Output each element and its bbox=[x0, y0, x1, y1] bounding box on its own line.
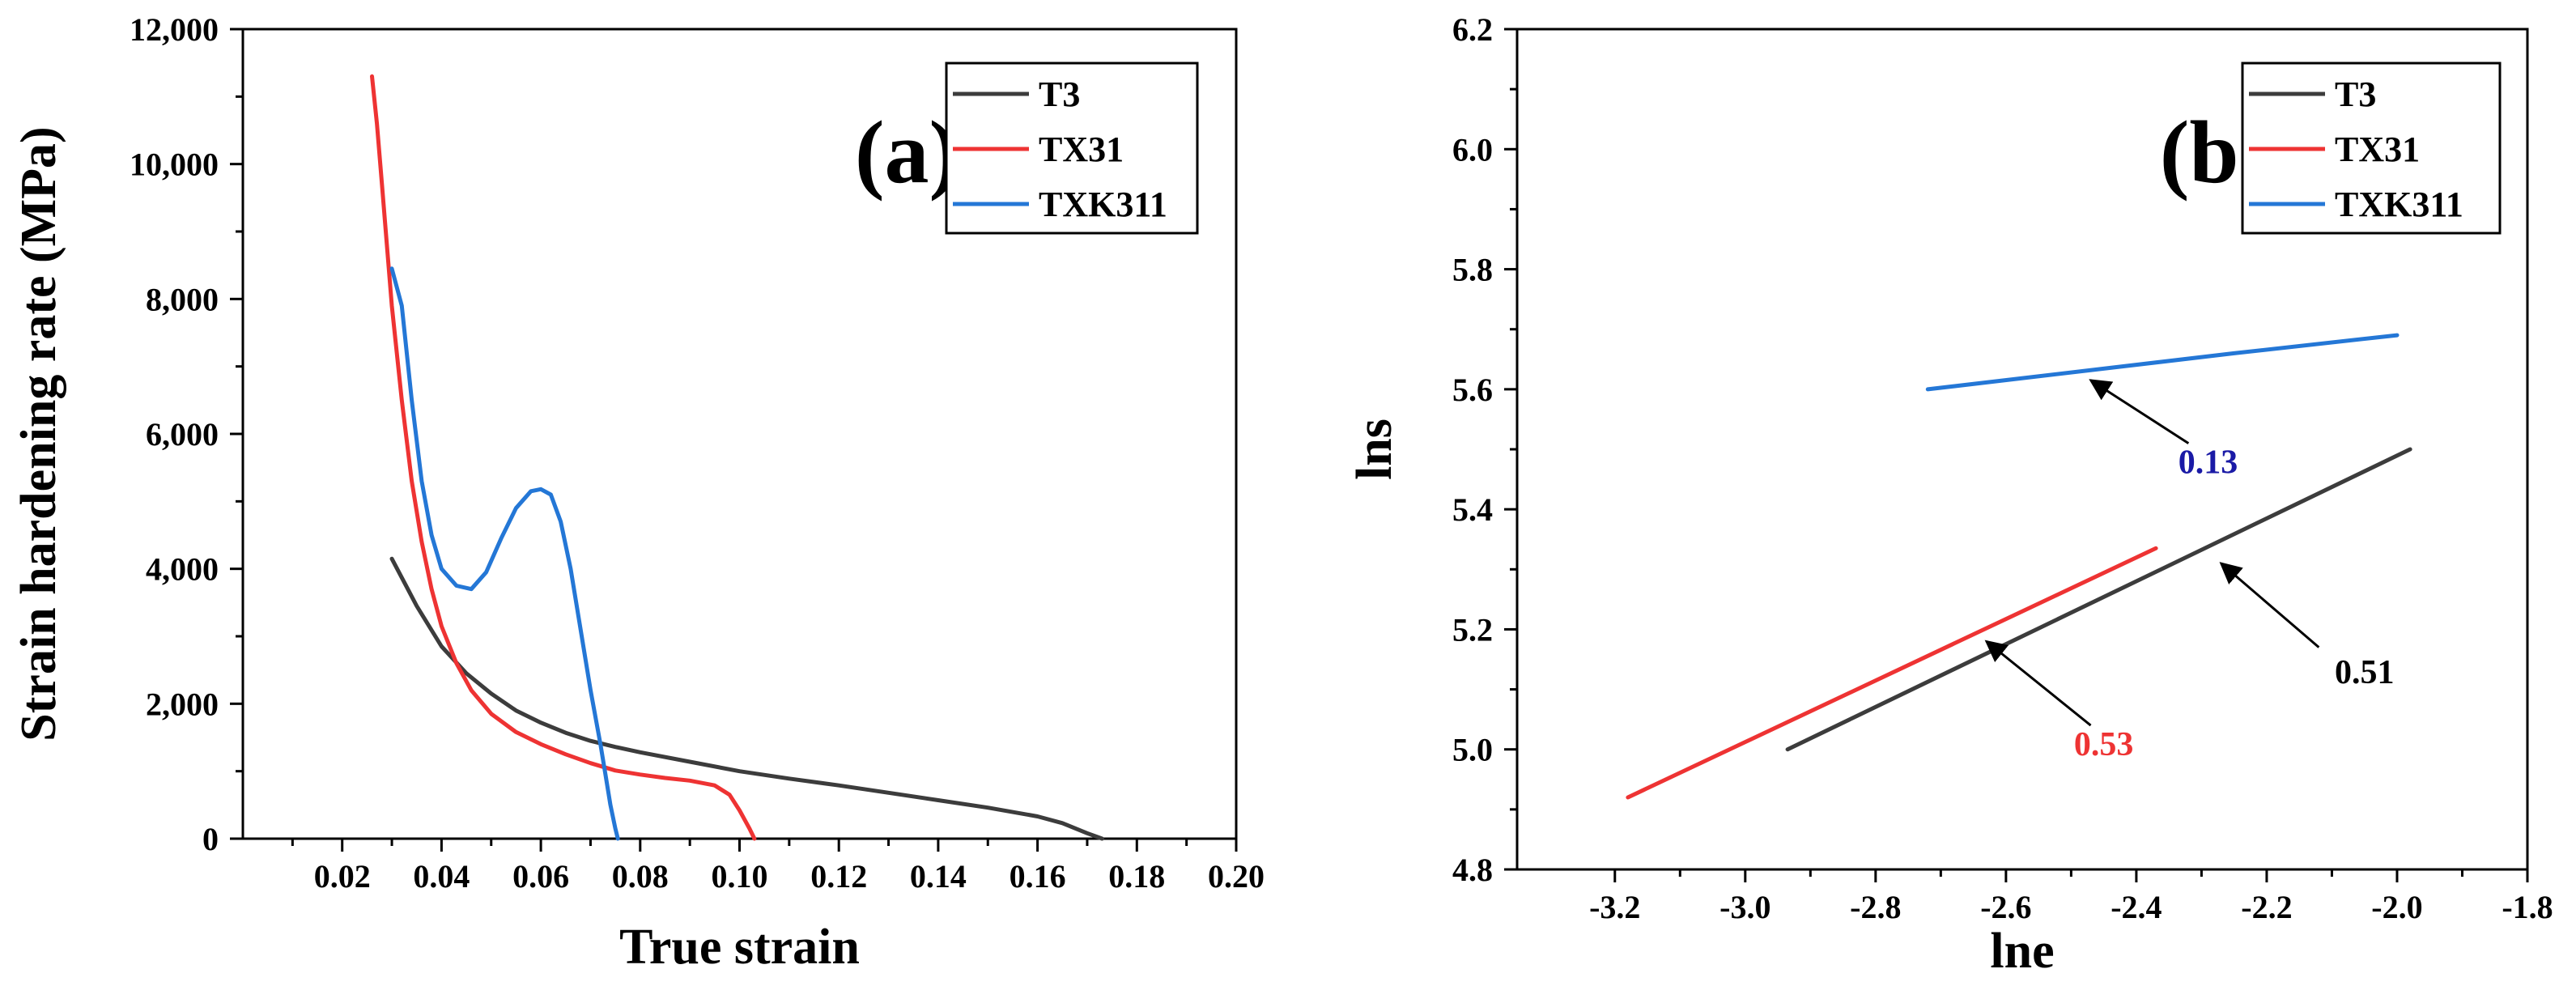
x-tick-label: 0.10 bbox=[712, 858, 768, 895]
x-tick-label: 0.06 bbox=[512, 858, 569, 895]
annotation-arrow bbox=[1984, 640, 2092, 727]
annotation-label: 0.13 bbox=[2179, 444, 2238, 482]
series-line-tx31 bbox=[1626, 546, 2158, 800]
y-tick-label: 5.6 bbox=[1452, 372, 1493, 408]
x-tick-label: 0.20 bbox=[1208, 858, 1265, 895]
legend-label-t3: T3 bbox=[1039, 74, 1080, 114]
annotation-label: 0.51 bbox=[2335, 654, 2395, 691]
chart-panel-b: -3.2 -3.0 -2.8 -2.6 -2.4 -2.2 -2.0 -1.8 4.8 5.0 5.… bbox=[1347, 11, 2553, 979]
y-tick-label: 5.4 bbox=[1452, 491, 1493, 528]
legend: T3 TX31 TXK311 bbox=[2241, 62, 2502, 235]
x-tick-label: 0.02 bbox=[314, 858, 371, 895]
x-tick-label: 0.16 bbox=[1010, 858, 1066, 895]
series-line-txk311 bbox=[1925, 333, 2400, 392]
x-tick-label: 0.18 bbox=[1108, 858, 1165, 895]
y-tick-label: 6,000 bbox=[146, 416, 219, 453]
series-line-txk311 bbox=[389, 266, 620, 841]
y-tick-label: 6.2 bbox=[1452, 11, 1493, 48]
y-tick-label: 4,000 bbox=[146, 551, 219, 588]
annotation-arrow bbox=[2089, 379, 2190, 444]
y-tick-label: 10,000 bbox=[130, 147, 219, 183]
x-tick-label: -2.4 bbox=[2111, 889, 2162, 925]
y-tick-label: 2,000 bbox=[146, 686, 219, 722]
x-tick-label: -2.0 bbox=[2371, 889, 2422, 925]
y-tick-label: 5.0 bbox=[1452, 732, 1493, 768]
series-line-t3 bbox=[389, 556, 1104, 841]
panel-label: (a) bbox=[855, 103, 959, 202]
legend-label-txk311: TXK311 bbox=[1039, 185, 1167, 224]
x-tick-label: 0.14 bbox=[910, 858, 967, 895]
x-tick-label: -2.6 bbox=[1980, 889, 2031, 925]
legend-label-txk311: TXK311 bbox=[2335, 185, 2463, 224]
legend-label-t3: T3 bbox=[2335, 74, 2376, 114]
series-line-t3 bbox=[1785, 447, 2412, 752]
x-tick-label: -3.2 bbox=[1589, 889, 1640, 925]
x-tick-label: -2.8 bbox=[1850, 889, 1901, 925]
x-axis-title: True strain bbox=[619, 920, 860, 975]
x-tick-label: -3.0 bbox=[1719, 889, 1770, 925]
y-tick-label: 8,000 bbox=[146, 281, 219, 317]
annotation-label: 0.53 bbox=[2074, 726, 2134, 763]
y-tick-label: 5.8 bbox=[1452, 252, 1493, 288]
x-tick-label: 0.12 bbox=[810, 858, 867, 895]
chart-panel-a: 0.02 0.04 0.06 0.08 0.10 0.12 0.14 0.16 0.18 0.20… bbox=[11, 11, 1265, 975]
y-axis-title: Strain hardening rate (MPa) bbox=[11, 126, 66, 741]
y-axis-title: lns bbox=[1347, 419, 1402, 480]
y-tick-label: 12,000 bbox=[130, 11, 219, 48]
x-tick-label: 0.08 bbox=[612, 858, 669, 895]
y-tick-label: 5.2 bbox=[1452, 611, 1493, 648]
annotation-arrow bbox=[2219, 562, 2320, 648]
legend: T3 TX31 TXK311 bbox=[945, 62, 1199, 235]
x-tick-label: -2.2 bbox=[2241, 889, 2292, 925]
x-tick-label: -1.8 bbox=[2502, 889, 2553, 925]
y-tick-label: 6.0 bbox=[1452, 131, 1493, 168]
legend-label-tx31: TX31 bbox=[1039, 130, 1124, 169]
series-line-tx31 bbox=[370, 74, 757, 841]
x-axis-title: lne bbox=[1990, 924, 2054, 979]
legend-label-tx31: TX31 bbox=[2335, 130, 2420, 169]
y-tick-label: 4.8 bbox=[1452, 852, 1493, 888]
x-tick-label: 0.04 bbox=[413, 858, 470, 895]
y-tick-label: 0 bbox=[202, 821, 219, 857]
